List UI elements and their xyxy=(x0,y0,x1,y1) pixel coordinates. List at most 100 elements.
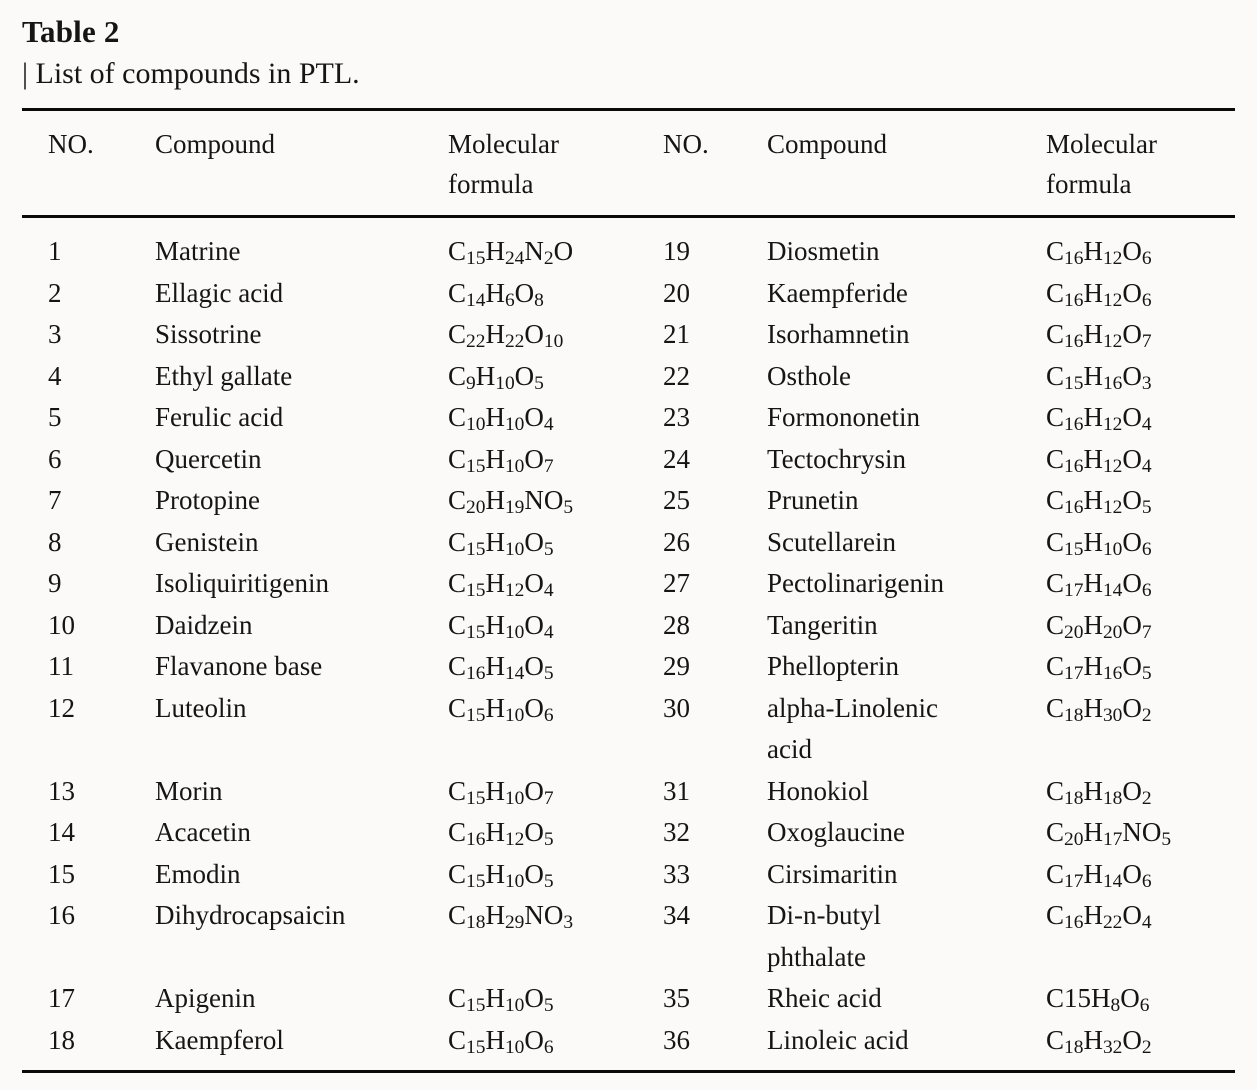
formula-cell: C16H12O5 xyxy=(1046,485,1152,519)
column-header-compound-right: Compound xyxy=(767,108,1046,218)
row-number-cell: 26 xyxy=(663,526,690,557)
compound-cell: alpha-Linolenic acid xyxy=(767,692,938,765)
row-number-cell: 35 xyxy=(663,983,690,1013)
formula-cell: C15H16O3 xyxy=(1046,360,1152,394)
formula-cell: C18H32O2 xyxy=(1046,1024,1152,1058)
table-row: 10 Daidzein C15H10O4 28 Tangeritin C20H20O7 xyxy=(22,605,1235,647)
formula-cell: C14H6O8 xyxy=(448,277,544,311)
table-row: 7 Protopine C20H19NO5 25 Prunetin C16H12O5 xyxy=(22,480,1235,522)
compound-cell: Cirsimaritin xyxy=(767,858,898,889)
formula-cell: C20H19NO5 xyxy=(448,485,574,519)
formula-cell: C15H10O4 xyxy=(448,609,554,643)
row-number-cell: 21 xyxy=(663,319,690,349)
row-number-cell: 12 xyxy=(48,692,75,723)
formula-cell: C16H12O4 xyxy=(1046,443,1152,477)
formula-cell: C17H14O6 xyxy=(1046,858,1152,892)
formula-cell: C18H18O2 xyxy=(1046,775,1152,809)
formula-cell: C16H12O4 xyxy=(1046,402,1152,436)
compound-cell: Diosmetin xyxy=(767,236,880,266)
compound-cell: Oxoglaucine xyxy=(767,817,905,847)
column-header-formula-right: Molecular formula xyxy=(1046,108,1235,218)
row-number-cell: 17 xyxy=(48,983,75,1013)
row-number-cell: 29 xyxy=(663,651,690,681)
compound-cell: Flavanone base xyxy=(155,651,323,681)
row-number-cell: 25 xyxy=(663,485,690,515)
formula-cell: C17H14O6 xyxy=(1046,568,1152,602)
row-number-cell: 9 xyxy=(48,568,62,598)
compound-cell: Quercetin xyxy=(155,443,262,474)
compound-cell: Protopine xyxy=(155,485,260,515)
row-number-cell: 36 xyxy=(663,1024,690,1055)
compound-cell: Pectolinarigenin xyxy=(767,568,944,598)
row-number-cell: 28 xyxy=(663,609,690,640)
row-number-cell: 15 xyxy=(48,858,75,889)
table-row: 17 Apigenin C15H10O5 35 Rheic acid C15H8O6 xyxy=(22,978,1235,1020)
table-row: 5 Ferulic acid C10H10O4 23 Formononetin C16H1… xyxy=(22,397,1235,439)
row-number-cell: 34 xyxy=(663,900,690,930)
formula-cell: C15H10O5 xyxy=(448,983,554,1017)
row-number-cell: 30 xyxy=(663,692,690,723)
compound-cell: Morin xyxy=(155,775,223,806)
table-caption: | List of compounds in PTL. xyxy=(22,57,360,90)
formula-cell: C18H29NO3 xyxy=(448,900,574,934)
formula-cell: C16H12O6 xyxy=(1046,236,1152,270)
formula-cell: C15H10O5 xyxy=(448,858,554,892)
formula-cell: C16H12O6 xyxy=(1046,277,1152,311)
compound-cell: Ethyl gallate xyxy=(155,360,293,391)
formula-cell: C15H8O6 xyxy=(1046,983,1150,1017)
formula-cell: C16H14O5 xyxy=(448,651,554,685)
row-number-cell: 4 xyxy=(48,360,62,391)
row-number-cell: 23 xyxy=(663,402,690,432)
compound-cell: Honokiol xyxy=(767,775,870,806)
formula-cell: C15H24N2O xyxy=(448,236,574,270)
formula-cell: C22H22O10 xyxy=(448,319,564,353)
table-row: 8 Genistein C15H10O5 26 Scutellarein C15H10O6 xyxy=(22,522,1235,564)
row-number-cell: 5 xyxy=(48,402,62,432)
table-row: 9 Isoliquiritigenin C15H12O4 27 Pectolinarig… xyxy=(22,563,1235,605)
compound-cell: Luteolin xyxy=(155,692,247,723)
header-row: NO. Compound Molecular formula NO. Compo… xyxy=(22,108,1235,218)
table-row: 16 Dihydrocapsaicin C18H29NO3 34 Di-n-butyl … xyxy=(22,895,1235,978)
table-title: Table 2 xyxy=(22,14,120,49)
formula-cell: C20H17NO5 xyxy=(1046,817,1172,851)
row-number-cell: 6 xyxy=(48,443,62,474)
row-number-cell: 20 xyxy=(663,277,690,308)
table-row: 14 Acacetin C16H12O5 32 Oxoglaucine C20H17NO5 xyxy=(22,812,1235,854)
row-number-cell: 18 xyxy=(48,1024,75,1055)
compound-cell: Linoleic acid xyxy=(767,1024,909,1055)
row-number-cell: 1 xyxy=(48,236,62,266)
formula-cell: C10H10O4 xyxy=(448,402,554,436)
formula-cell: C15H10O5 xyxy=(448,526,554,560)
compound-cell: Kaempferol xyxy=(155,1024,284,1055)
table-row: 12 Luteolin C15H10O6 30 alpha-Linolenic acid… xyxy=(22,688,1235,771)
row-number-cell: 32 xyxy=(663,817,690,847)
table-row: 18 Kaempferol C15H10O6 36 Linoleic acid C18H3… xyxy=(22,1020,1235,1072)
formula-cell: C17H16O5 xyxy=(1046,651,1152,685)
table-row: 3 Sissotrine C22H22O10 21 Isorhamnetin C16H12… xyxy=(22,314,1235,356)
compound-cell: Isorhamnetin xyxy=(767,319,910,349)
compound-cell: Sissotrine xyxy=(155,319,262,349)
row-number-cell: 27 xyxy=(663,568,690,598)
formula-cell: C15H10O6 xyxy=(448,1024,554,1058)
row-number-cell: 3 xyxy=(48,319,62,349)
compound-cell: Matrine xyxy=(155,236,241,266)
column-header-formula-left: Molecular formula xyxy=(448,108,663,218)
compound-cell: Osthole xyxy=(767,360,851,391)
compound-cell: Dihydrocapsaicin xyxy=(155,900,346,930)
row-number-cell: 10 xyxy=(48,609,75,640)
table-row: 15 Emodin C15H10O5 33 Cirsimaritin C17H14O6 xyxy=(22,854,1235,896)
compound-cell: Genistein xyxy=(155,526,259,557)
formula-cell: C15H10O6 xyxy=(448,692,554,726)
compound-cell: Prunetin xyxy=(767,485,859,515)
formula-cell: C15H12O4 xyxy=(448,568,554,602)
compound-cell: Ellagic acid xyxy=(155,277,284,308)
formula-cell: C15H10O6 xyxy=(1046,526,1152,560)
row-number-cell: 14 xyxy=(48,817,75,847)
table-header: NO. Compound Molecular formula NO. Compo… xyxy=(22,108,1235,218)
compound-cell: Rheic acid xyxy=(767,983,882,1013)
formula-cell: C9H10O5 xyxy=(448,360,544,394)
compound-cell: Daidzein xyxy=(155,609,253,640)
table-body: 1 Matrine C15H24N2O 19 Diosmetin C16H12O6 2 Ell… xyxy=(22,217,1235,1072)
formula-cell: C16H12O7 xyxy=(1046,319,1152,353)
